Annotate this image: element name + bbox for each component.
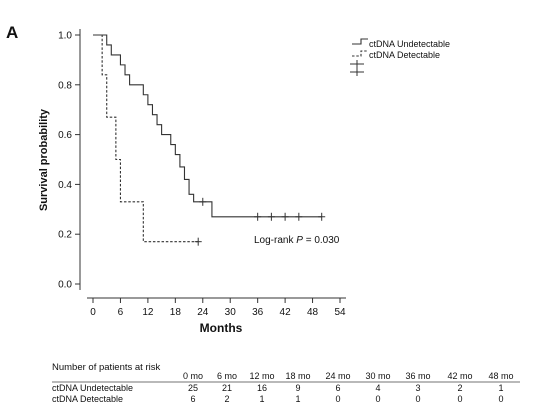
x-tick-label: 6	[118, 307, 124, 318]
risk-column-header: 18 mo	[285, 371, 310, 381]
censor-mark	[295, 212, 303, 221]
risk-cell: 0	[335, 394, 340, 404]
risk-cell: 16	[257, 383, 267, 393]
risk-table: Number of patients at risk 0 mo 6 mo 12 mo…	[52, 362, 520, 404]
log-rank-annotation: Log-rank P = 0.030	[254, 235, 340, 246]
y-tick-label: 0.6	[58, 130, 72, 141]
risk-column-header: 30 mo	[365, 371, 390, 381]
x-tick-label: 42	[280, 307, 292, 318]
censor-mark	[199, 197, 207, 206]
series-line-ctdna-undetectable	[93, 34, 322, 218]
risk-cell: 21	[222, 383, 232, 393]
risk-cell: 2	[457, 383, 462, 393]
x-tick-label: 30	[225, 307, 237, 318]
legend-label-detectable: ctDNA Detectable	[369, 50, 440, 60]
censor-mark	[267, 212, 275, 221]
risk-cell: 6	[335, 383, 340, 393]
series-line-ctdna-detectable	[93, 34, 199, 243]
x-tick-label: 54	[334, 307, 346, 318]
legend: ctDNA Undetectable ctDNA Detectable	[350, 38, 450, 76]
y-axis: Survival probability 0.0 0.2 0.4 0.6 0.8 1.0	[38, 29, 81, 291]
x-ticks: 0 6 12 18 24 30 36 42 48 54	[90, 298, 346, 318]
risk-column-header: 48 mo	[488, 371, 513, 381]
y-tick-label: 0.0	[58, 280, 72, 291]
x-tick-label: 36	[252, 307, 264, 318]
risk-column-header: 42 mo	[447, 371, 472, 381]
risk-column-header: 0 mo	[183, 371, 203, 381]
risk-cell: 0	[375, 394, 380, 404]
y-tick-label: 0.4	[58, 180, 72, 191]
risk-table-body: 0 mo 6 mo 12 mo 18 mo 24 mo 30 mo 36 mo 42 mo 48…	[52, 371, 514, 404]
censor-mark	[194, 237, 202, 246]
x-tick-label: 0	[90, 307, 96, 318]
risk-cell: 1	[259, 394, 264, 404]
risk-table-title: Number of patients at risk	[52, 362, 160, 373]
y-ticks: 0.0 0.2 0.4 0.6 0.8 1.0	[58, 31, 80, 291]
censor-mark	[254, 212, 262, 221]
risk-cell: 4	[375, 383, 380, 393]
risk-cell: 0	[457, 394, 462, 404]
risk-cell: 9	[295, 383, 300, 393]
legend-label-undetectable: ctDNA Undetectable	[369, 39, 450, 49]
risk-cell: 6	[190, 394, 195, 404]
risk-row-label: ctDNA Undetectable	[52, 383, 133, 393]
risk-column-header: 6 mo	[217, 371, 237, 381]
risk-column-header: 36 mo	[405, 371, 430, 381]
legend-swatch-undetectable	[352, 38, 368, 45]
risk-column-header: 12 mo	[249, 371, 274, 381]
risk-cell: 3	[415, 383, 420, 393]
censor-mark	[281, 212, 289, 221]
legend-censor-mark-detectable	[350, 68, 364, 76]
y-tick-label: 0.8	[58, 80, 72, 91]
survival-curves	[93, 34, 326, 246]
risk-row-label: ctDNA Detectable	[52, 394, 123, 404]
x-tick-label: 48	[307, 307, 319, 318]
risk-cell: 1	[498, 383, 503, 393]
legend-swatch-detectable	[352, 50, 368, 57]
risk-cell: 25	[188, 383, 198, 393]
y-axis-label: Survival probability	[38, 108, 50, 211]
panel-label: A	[6, 23, 18, 42]
censor-mark	[318, 212, 326, 221]
x-axis: Months 0 6 12 18 24 30 36 42 48 54	[87, 297, 346, 335]
x-tick-label: 24	[197, 307, 209, 318]
y-tick-label: 0.2	[58, 230, 72, 241]
risk-cell: 0	[498, 394, 503, 404]
x-tick-label: 18	[170, 307, 182, 318]
risk-cell: 2	[224, 394, 229, 404]
risk-cell: 0	[415, 394, 420, 404]
legend-censor-mark-undetectable	[350, 60, 364, 68]
x-axis-label: Months	[200, 321, 243, 335]
y-tick-label: 1.0	[58, 31, 72, 42]
risk-cell: 1	[295, 394, 300, 404]
risk-column-header: 24 mo	[325, 371, 350, 381]
x-tick-label: 12	[142, 307, 154, 318]
